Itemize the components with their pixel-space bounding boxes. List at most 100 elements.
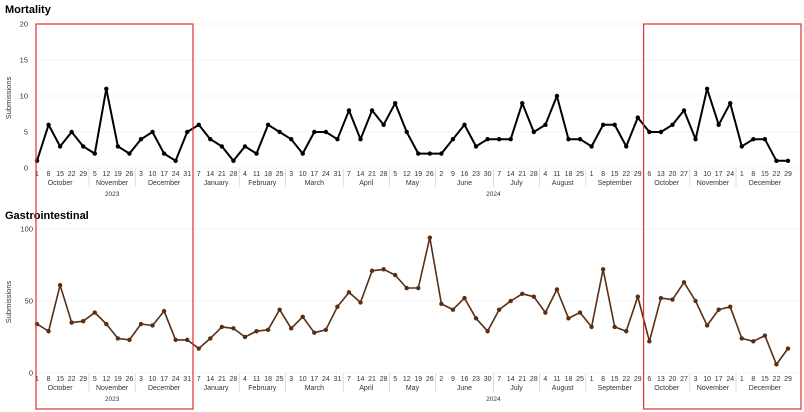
mortality-x-tick-label: 1 [35,171,39,178]
mortality-x-tick-label: 29 [79,171,87,178]
mortality-data-point [670,122,675,128]
gastrointestinal-data-point [254,329,259,334]
gastrointestinal-x-tick-label: 14 [507,376,515,383]
gastrointestinal-month-label: February [248,385,277,392]
gastrointestinal-data-point [543,310,548,315]
mortality-series [34,86,791,163]
mortality-x-tick-label: 31 [334,171,342,178]
gastrointestinal-x-tick-label: 3 [694,376,698,383]
gastrointestinal-month-label: April [359,385,373,392]
gastrointestinal-x-tick-label: 18 [264,376,272,383]
gastrointestinal-month-label: November [697,385,730,392]
mortality-data-point [92,151,97,156]
gastrointestinal-x-tick-label: 11 [253,376,260,383]
mortality-x-axis: 1 8 15 22 29 5 12 19 26 3 10 17 24 31 7 14 21 28 4 11 18 25 3 1… [35,169,792,198]
gastrointestinal-x-tick-label: 26 [426,376,434,383]
mortality-y-tick-label: 10 [20,92,28,101]
gastrointestinal-month-label: November [96,385,129,392]
gastrointestinal-x-tick-label: 24 [172,376,180,383]
mortality-x-tick-label: 5 [93,171,97,178]
mortality-x-tick-label: 17 [310,171,318,178]
mortality-y-tick-label: 15 [20,56,28,65]
gastrointestinal-data-point [358,300,363,305]
gastrointestinal-x-tick-label: 10 [149,376,157,383]
mortality-data-point [647,129,652,135]
mortality-data-point [288,137,294,142]
gastrointestinal-data-point [392,272,398,278]
mortality-x-tick-label: 1 [740,171,744,178]
gastrointestinal-month-label: October [654,385,680,392]
mortality-x-tick-label: 4 [243,171,247,178]
gastrointestinal-data-point [739,336,744,341]
mortality-data-point [127,151,132,156]
mortality-year-label: 2024 [486,191,501,198]
gastrointestinal-y-tick-label: 100 [20,225,33,234]
mortality-data-point [265,122,271,128]
gastrointestinal-data-point [427,235,433,240]
mortality-data-point [762,137,768,142]
gastrointestinal-data-point [288,326,294,331]
gastrointestinal-data-point [138,321,144,327]
gastrointestinal-data-point [462,295,467,301]
gastrointestinal-x-tick-label: 28 [530,376,538,383]
mortality-data-point [473,144,479,149]
gastrointestinal-data-point [520,291,525,296]
gastrointestinal-x-tick-label: 14 [206,376,214,383]
mortality-chart-title: Mortality [5,4,52,16]
gridlines [35,23,800,374]
mortality-month-label: March [305,180,325,187]
mortality-data-point [300,151,305,156]
gastrointestinal-year-label: 2023 [105,396,120,403]
mortality-month-label: July [510,180,523,187]
mortality-data-point [254,151,259,156]
gastrointestinal-data-point [404,285,409,291]
gastrointestinal-x-tick-label: 19 [114,376,122,383]
mortality-x-tick-label: 26 [426,171,434,178]
gastrointestinal-data-point [115,336,121,341]
mortality-data-point [150,129,155,135]
mortality-x-tick-label: 16 [461,171,469,178]
mortality-x-tick-label: 15 [56,171,64,178]
mortality-data-point [196,122,201,128]
mortality-x-tick-label: 10 [703,171,711,178]
gastrointestinal-data-point [785,346,791,351]
gastrointestinal-data-point [81,318,86,324]
gastrointestinal-data-point [508,298,513,304]
mortality-month-label: October [48,180,74,187]
gastrointestinal-x-tick-label: 17 [160,376,168,383]
mortality-month-label: April [359,180,373,187]
mortality-data-point [242,144,248,149]
gastrointestinal-x-tick-label: 7 [497,376,501,383]
mortality-data-point [392,101,398,106]
mortality-y-tick-label: 0 [24,164,28,173]
mortality-data-point [231,158,236,163]
gastrointestinal-y-tick-label: 0 [29,369,33,378]
mortality-data-point [404,129,409,135]
mortality-month-label: November [697,180,730,187]
gastrointestinal-x-tick-label: 15 [761,376,769,383]
mortality-data-point [381,122,386,128]
gastrointestinal-x-tick-label: 29 [79,376,87,383]
gastrointestinal-data-point [381,267,386,272]
gastrointestinal-data-point [69,320,74,325]
mortality-data-point [115,144,121,149]
gastrointestinal-x-tick-label: 29 [784,376,792,383]
gastrointestinal-month-label: October [48,385,74,392]
gastrointestinal-x-tick-label: 22 [622,376,630,383]
gastrointestinal-x-tick-label: 31 [183,376,191,383]
mortality-x-tick-label: 14 [206,171,214,178]
mortality-x-tick-label: 15 [761,171,769,178]
gastrointestinal-data-point [635,294,640,299]
mortality-data-point [751,137,756,142]
gastrointestinal-data-point [589,324,594,330]
highlight-box [35,23,194,410]
mortality-y-axis-label: Submissions [4,76,13,119]
gastrointestinal-data-point [92,310,97,315]
gastrointestinal-data-point [323,327,329,332]
gastrointestinal-data-point [716,307,721,312]
mortality-x-tick-label: 17 [715,171,723,178]
mortality-x-tick-label: 7 [197,171,201,178]
gastrointestinal-x-tick-label: 14 [357,376,365,383]
gastrointestinal-x-tick-label: 28 [380,376,388,383]
mortality-month-label: February [248,180,277,187]
